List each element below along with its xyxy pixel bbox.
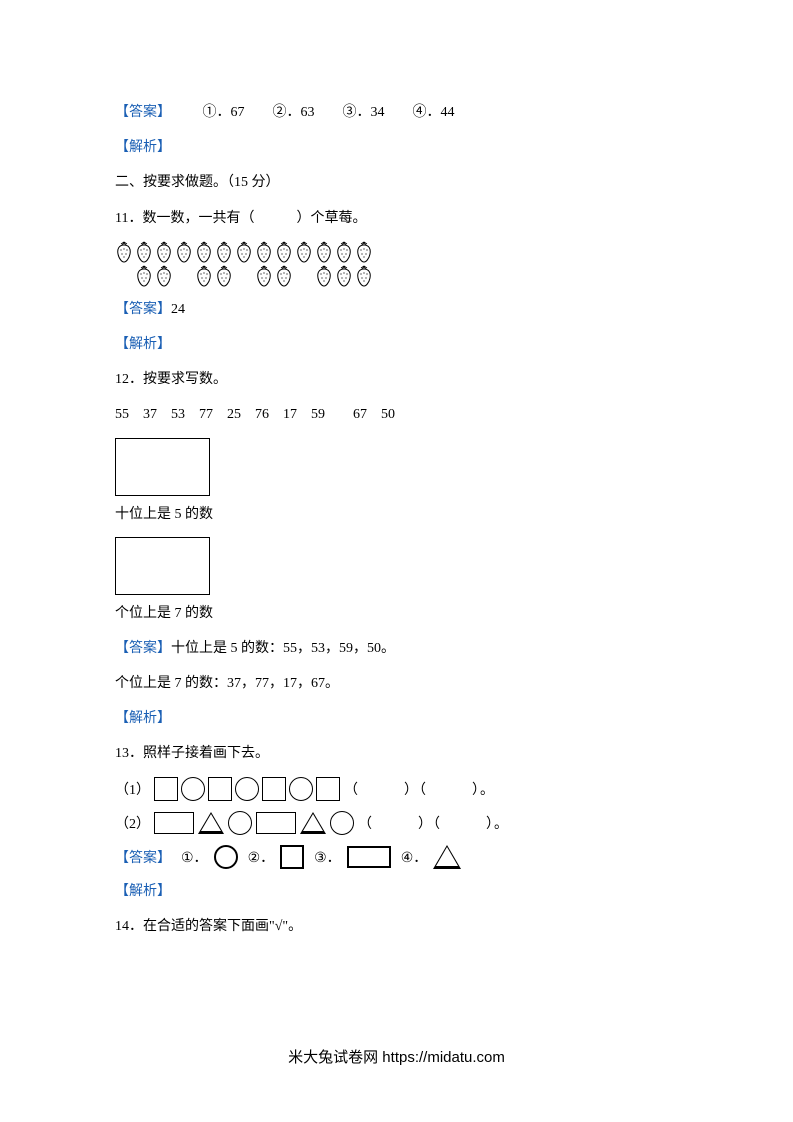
prev-answer-values: ①．67 ②．63 ③．34 ④．44 xyxy=(175,105,455,120)
strawberry-icon xyxy=(295,241,313,263)
strawberry-image xyxy=(115,241,678,287)
q13-text: 13．照样子接着画下去。 xyxy=(115,741,678,766)
analysis-label: 【解析】 xyxy=(115,337,171,352)
q11-text: 11．数一数，一共有（ ）个草莓。 xyxy=(115,206,678,231)
rectangle-icon xyxy=(347,846,391,868)
a1-label: ①． xyxy=(181,847,208,867)
q14-text: 14．在合适的答案下面画"√"。 xyxy=(115,914,678,939)
rectangle-icon xyxy=(154,812,194,834)
a4-label: ④． xyxy=(401,847,428,867)
strawberry-icon xyxy=(155,265,173,287)
answer-label: 【答案】 xyxy=(115,105,171,120)
strawberry-icon xyxy=(315,265,333,287)
analysis-label: 【解析】 xyxy=(115,884,171,899)
circle-icon xyxy=(330,811,354,835)
strawberry-icon xyxy=(275,265,293,287)
q12-box-ones xyxy=(115,537,210,595)
q12-label-tens: 十位上是 5 的数 xyxy=(115,502,678,527)
square-icon xyxy=(316,777,340,801)
circle-icon xyxy=(181,777,205,801)
strawberry-icon xyxy=(355,241,373,263)
answer-label: 【答案】 xyxy=(115,641,171,656)
strawberry-icon xyxy=(135,265,153,287)
q12-label-ones: 个位上是 7 的数 xyxy=(115,601,678,626)
q13-row2-prefix: （2） xyxy=(115,813,150,833)
analysis-line-12: 【解析】 xyxy=(115,706,678,731)
q13-answer-line: 【答案】 ①． ②． ③． ④． xyxy=(115,845,678,869)
square-icon xyxy=(262,777,286,801)
answer-label: 【答案】 xyxy=(115,302,171,317)
q11-answer-line: 【答案】24 xyxy=(115,297,678,322)
triangle-icon xyxy=(198,812,224,834)
circle-icon xyxy=(214,845,238,869)
q13-answer-2: ②． xyxy=(248,845,305,869)
strawberry-icon xyxy=(315,241,333,263)
strawberry-icon xyxy=(335,265,353,287)
strawberry-icon xyxy=(175,241,193,263)
analysis-line-11: 【解析】 xyxy=(115,332,678,357)
strawberry-icon xyxy=(215,241,233,263)
strawberry-icon xyxy=(275,241,293,263)
strawberry-icon xyxy=(155,241,173,263)
strawberry-icon xyxy=(115,241,133,263)
q13-answer-1: ①． xyxy=(181,845,238,869)
analysis-label: 【解析】 xyxy=(115,711,171,726)
strawberry-icon xyxy=(255,241,273,263)
strawberry-icon xyxy=(235,241,253,263)
rectangle-icon xyxy=(256,812,296,834)
q12-text: 12．按要求写数。 xyxy=(115,367,678,392)
q12-answer-line: 【答案】十位上是 5 的数：55，53，59，50。 xyxy=(115,636,678,661)
q12-answer-tens: 十位上是 5 的数：55，53，59，50。 xyxy=(171,641,395,656)
q12-box-tens xyxy=(115,438,210,496)
strawberry-icon xyxy=(215,265,233,287)
q13-pattern2: （2） （ ）（ ）。 xyxy=(115,811,678,835)
q13-row1-blank: （ ）（ ）。 xyxy=(344,779,495,799)
analysis-label: 【解析】 xyxy=(115,140,171,155)
square-icon xyxy=(208,777,232,801)
square-icon xyxy=(154,777,178,801)
strawberry-icon xyxy=(195,265,213,287)
analysis-line-13: 【解析】 xyxy=(115,879,678,904)
q13-row2-blank: （ ）（ ）。 xyxy=(358,813,509,833)
triangle-icon xyxy=(300,812,326,834)
footer-text: 米大兔试卷网 https://midatu.com xyxy=(0,1046,793,1067)
circle-icon xyxy=(235,777,259,801)
q12-answer-ones: 个位上是 7 的数：37，77，17，67。 xyxy=(115,671,678,696)
triangle-icon xyxy=(433,845,461,869)
strawberry-icon xyxy=(255,265,273,287)
q11-answer: 24 xyxy=(171,302,185,317)
strawberry-icon xyxy=(135,241,153,263)
strawberry-icon xyxy=(195,241,213,263)
q13-answer-4: ④． xyxy=(401,845,462,869)
q13-answer-3: ③． xyxy=(314,846,391,868)
circle-icon xyxy=(289,777,313,801)
square-icon xyxy=(280,845,304,869)
a2-label: ②． xyxy=(248,847,275,867)
q13-row1-prefix: （1） xyxy=(115,779,150,799)
strawberry-icon xyxy=(355,265,373,287)
q13-pattern1: （1） （ ）（ ）。 xyxy=(115,777,678,801)
analysis-line-0: 【解析】 xyxy=(115,135,678,160)
q12-numbers: 55 37 53 77 25 76 17 59 67 50 xyxy=(115,402,678,427)
section2-heading: 二、按要求做题。（15 分） xyxy=(115,170,678,195)
a3-label: ③． xyxy=(314,847,341,867)
circle-icon xyxy=(228,811,252,835)
answer-label: 【答案】 xyxy=(115,847,171,867)
strawberry-icon xyxy=(335,241,353,263)
prev-answer-line: 【答案】 ①．67 ②．63 ③．34 ④．44 xyxy=(115,100,678,125)
